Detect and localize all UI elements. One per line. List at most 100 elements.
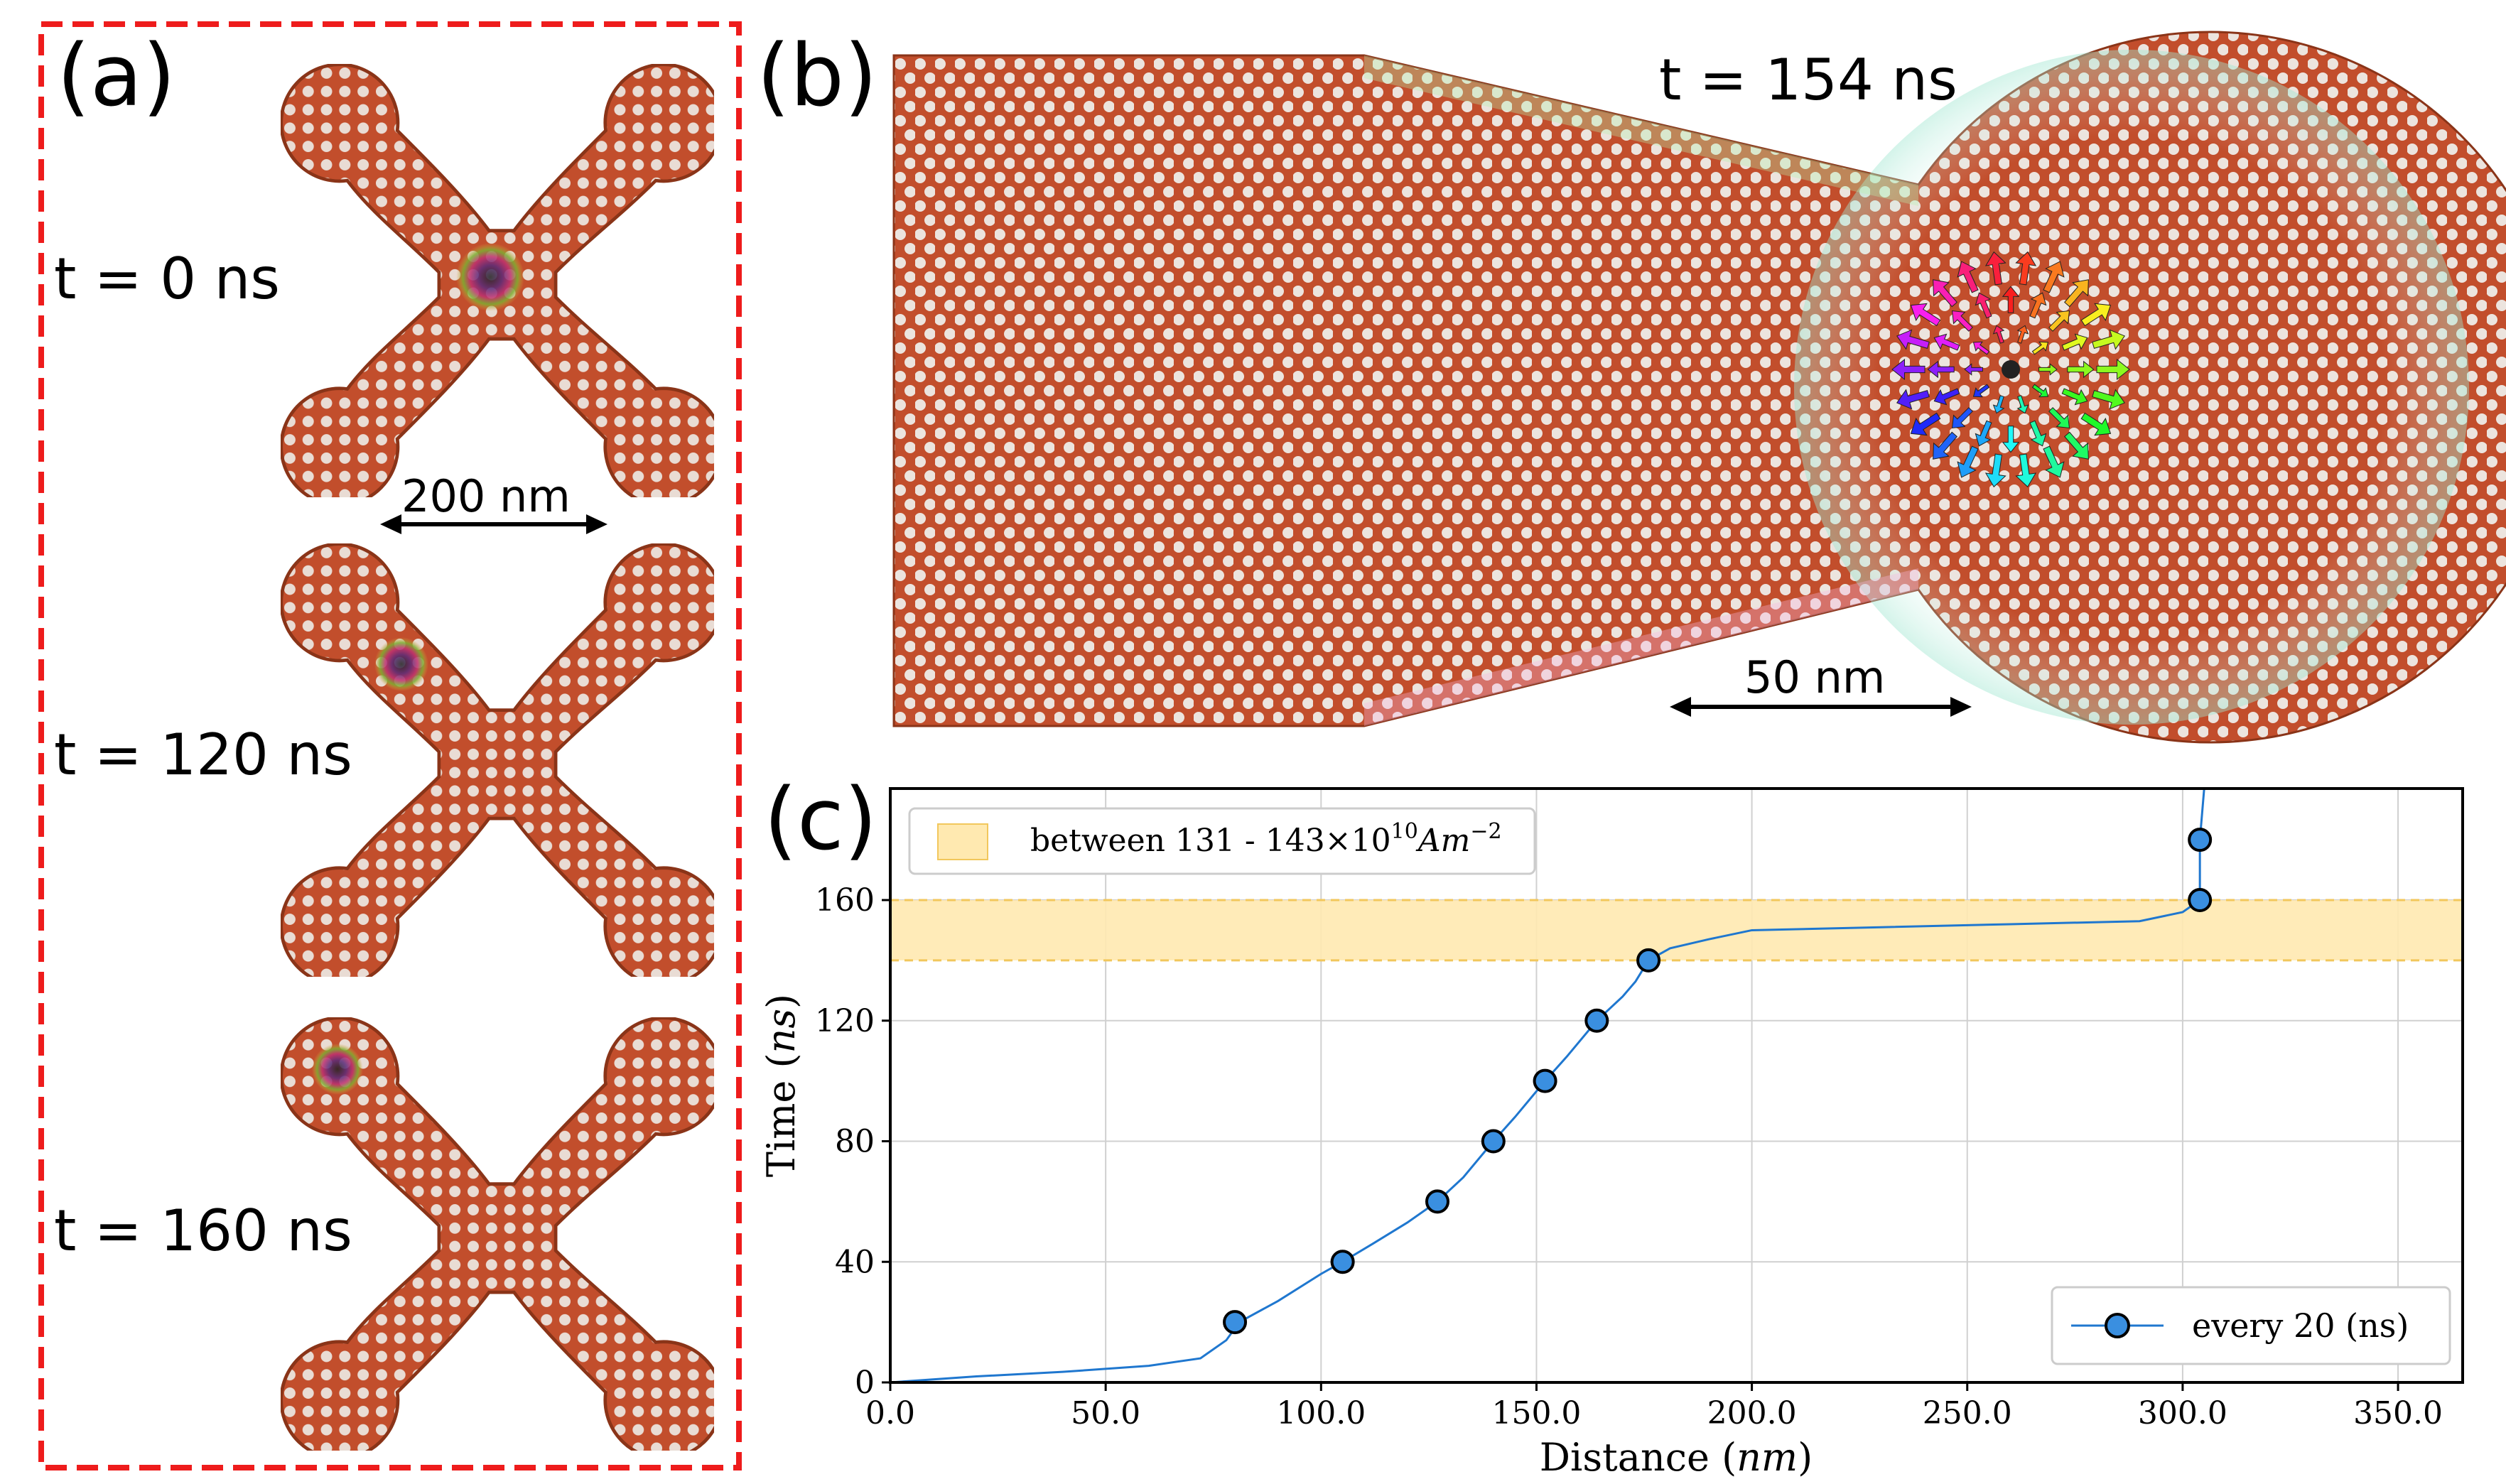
spin-arrow	[1896, 329, 1930, 350]
y-axis-label: Time (ns)	[759, 994, 804, 1177]
taper-edge-tint	[1364, 568, 1918, 726]
skyrmion-marker	[374, 637, 428, 691]
band-legend: between 131 - 143×1010Am−2	[908, 807, 1536, 875]
data-point	[1636, 948, 1661, 973]
shaded-band	[890, 900, 2463, 960]
spin-arrow	[2092, 389, 2126, 410]
panel-b: (b) t = 154 ns 50 nm	[757, 27, 2506, 744]
y-tick-label: 120	[815, 1003, 875, 1039]
spin-arrow	[1927, 360, 1955, 379]
x-axis-label: Distance (nm)	[1540, 1435, 1813, 1480]
spin-arrow	[1992, 395, 2005, 414]
spin-arrow	[2043, 261, 2065, 293]
time-label-b: t = 154 ns	[1659, 47, 1957, 113]
plot-frame	[889, 787, 2464, 1384]
spin-arrow	[1910, 303, 1941, 327]
x-tick-label: 0.0	[865, 1395, 915, 1431]
spin-arrow	[1984, 453, 2007, 488]
panel-a-label: (a)	[57, 27, 175, 126]
spin-arrow	[1972, 341, 1990, 355]
panel-a-frame	[38, 21, 742, 1471]
data-point	[1533, 1068, 1557, 1093]
spin-arrow	[1910, 412, 1941, 436]
spin-arrow	[2002, 426, 2020, 453]
spin-arrow	[1992, 325, 2005, 344]
x-tick-label: 50.0	[1071, 1395, 1140, 1431]
band-legend-swatch	[937, 823, 988, 860]
scale-bar-200nm: 200 nm	[380, 470, 607, 534]
spin-arrow	[2016, 325, 2029, 344]
device-frame-t0: t = 0 ns	[54, 65, 722, 505]
spin-arrow	[2048, 310, 2070, 332]
spin-arrow	[2038, 363, 2058, 376]
spin-arrow	[2067, 360, 2095, 379]
series-line-group	[890, 789, 2205, 1382]
panel-a: (a) t = 0 ns 200 nm t = 120 ns t = 160 n…	[38, 21, 742, 1471]
y-ticks: 0 40 80 120 160	[815, 882, 890, 1401]
spin-arrow	[1891, 358, 1926, 381]
spin-arrow	[2029, 292, 2047, 319]
y-tick-label: 0	[855, 1365, 875, 1401]
spin-arrow	[1957, 445, 1979, 478]
skyrmion-core	[2002, 360, 2020, 379]
x-tick-label: 250.0	[1923, 1395, 2012, 1431]
spin-arrow	[2064, 431, 2089, 460]
spin-arrow	[2031, 384, 2049, 398]
series-markers	[1223, 828, 2213, 1335]
x-tick-label: 200.0	[1707, 1395, 1797, 1431]
panel-c: (c) 0.0 50.0 100.0 150.0 200.0 250.0 300.0 350.…	[759, 771, 2464, 1480]
spin-arrow	[2061, 388, 2088, 406]
spin-arrow	[1896, 389, 1930, 410]
band-legend-text: between 131 - 143×1010Am−2	[1030, 819, 1502, 859]
spin-arrow	[2015, 453, 2037, 488]
series-line	[890, 789, 2205, 1382]
spin-arrow	[1972, 384, 1990, 398]
skyrmion-marker	[312, 1044, 363, 1095]
spin-arrow	[2080, 412, 2112, 436]
spin-arrow	[1984, 251, 2007, 286]
device-frame-t120: t = 120 ns	[54, 544, 722, 985]
x-tick-label: 150.0	[1491, 1395, 1581, 1431]
spin-arrow	[2061, 333, 2088, 351]
spin-arrow	[2064, 279, 2089, 308]
skyrmion-arrows	[1891, 251, 2130, 488]
time-label-t0: t = 0 ns	[54, 246, 280, 312]
taper-edge-tint	[1364, 55, 1918, 206]
spin-arrow	[2029, 420, 2047, 447]
spin-arrow	[1933, 279, 1957, 308]
panel-c-label: (c)	[764, 771, 877, 870]
device-frame-t160: t = 160 ns	[54, 1018, 722, 1458]
spin-arrow	[2080, 303, 2112, 327]
y-tick-label: 160	[815, 882, 875, 919]
panel-b-label: (b)	[757, 27, 877, 126]
time-label-t120: t = 120 ns	[54, 722, 352, 788]
data-point	[1223, 1310, 1248, 1335]
data-point	[2188, 828, 2213, 852]
data-point	[1584, 1008, 1609, 1033]
y-tick-label: 40	[835, 1244, 875, 1280]
data-point	[2188, 888, 2213, 913]
x-ticks: 0.0 50.0 100.0 150.0 200.0 250.0 300.0 350.0	[865, 1382, 2443, 1431]
spin-arrow	[2043, 445, 2065, 478]
series-legend-text: every 20 (ns)	[2192, 1306, 2409, 1345]
spin-arrow	[1975, 292, 1992, 319]
spin-arrow	[2096, 358, 2130, 381]
spin-arrow	[2016, 395, 2029, 414]
spin-arrow	[2092, 329, 2126, 350]
data-point	[1330, 1250, 1355, 1274]
spin-arrow	[1975, 420, 1992, 447]
spin-arrow	[1964, 363, 1983, 376]
spin-arrow	[1951, 407, 1973, 429]
series-legend-marker	[2105, 1313, 2130, 1338]
x-tick-label: 300.0	[2138, 1395, 2227, 1431]
disk-edge-tint	[1794, 50, 2469, 725]
series-legend: every 20 (ns)	[2051, 1286, 2451, 1365]
scale-bar-50nm: 50 nm	[1670, 651, 1972, 717]
spin-arrow	[1933, 333, 1960, 351]
y-tick-label: 80	[835, 1124, 875, 1160]
data-point	[1481, 1129, 1506, 1154]
scale-bar-label-b: 50 nm	[1744, 651, 1885, 703]
x-tick-label: 350.0	[2353, 1395, 2443, 1431]
spin-arrow	[2048, 407, 2070, 429]
